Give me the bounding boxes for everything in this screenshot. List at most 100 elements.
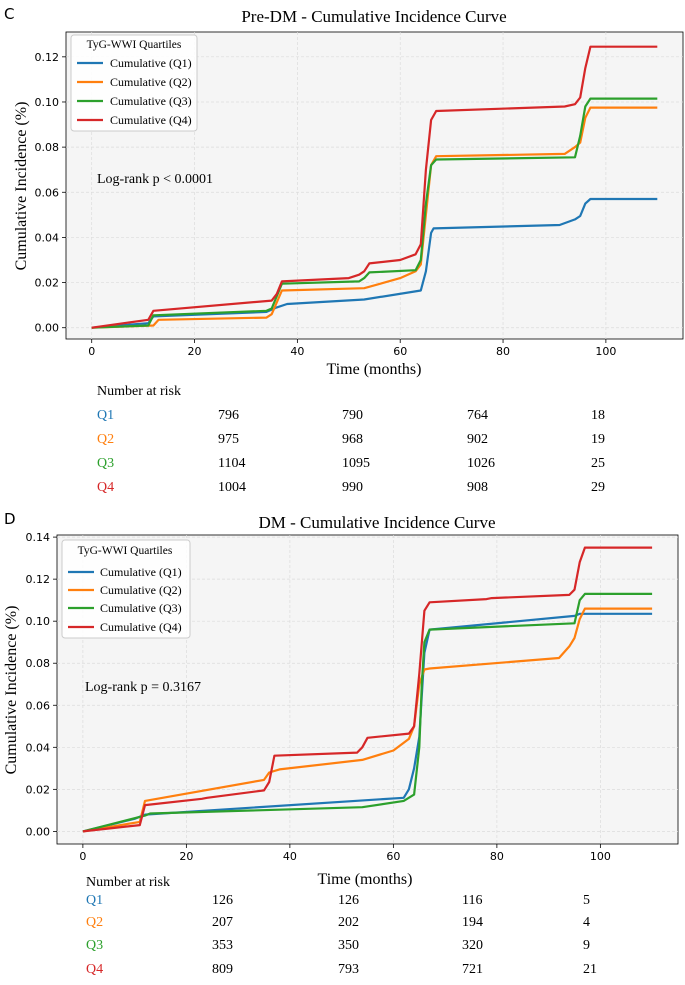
y-tick-label: 0.02 <box>26 783 51 796</box>
x-tick-label: 100 <box>595 345 616 358</box>
risk-cell-c-q3-3: 25 <box>591 456 605 471</box>
series-line-q3 <box>82 592 653 833</box>
risk-cell-d-q4-2: 721 <box>462 962 483 977</box>
y-tick-label: 0.12 <box>35 51 60 64</box>
x-tick-label: 100 <box>590 850 611 863</box>
risk-cell-c-q2-2: 902 <box>467 432 488 447</box>
risk-cell-d-q4-1: 793 <box>338 962 359 977</box>
logrank-annotation-d: Log-rank p = 0.3167 <box>85 680 201 695</box>
risk-cell-c-q3-0: 1104 <box>218 456 245 471</box>
y-tick-label: 0.00 <box>26 825 51 838</box>
risk-cell-c-q4-2: 908 <box>467 480 488 495</box>
risk-cell-c-q4-3: 29 <box>591 480 605 495</box>
risk-row-label-q3-d: Q3 <box>86 938 103 953</box>
legend-label-q4-c: Cumulative (Q4) <box>110 113 192 127</box>
risk-cell-d-q3-3: 9 <box>583 938 590 953</box>
legend-label-q3-d: Cumulative (Q3) <box>100 601 182 615</box>
risk-cell-c-q4-0: 1004 <box>218 480 246 495</box>
risk-row-label-q1-d: Q1 <box>86 893 103 908</box>
panel-c: C Pre-DM - Cumulative Incidence Curve 0 2… <box>4 5 684 495</box>
y-tick-label: 0.08 <box>35 141 60 154</box>
risk-cell-c-q1-2: 764 <box>467 408 488 423</box>
legend-title-c: TyG-WWI Quartiles <box>87 39 182 51</box>
y-tick-label: 0.06 <box>35 186 60 199</box>
y-ticks-c: 0.00 0.02 0.04 0.06 0.08 0.10 0.12 <box>35 51 66 335</box>
y-tick-label: 0.04 <box>26 741 51 754</box>
risk-cell-d-q1-3: 5 <box>583 893 590 908</box>
legend-box-d <box>61 539 191 639</box>
legend-box-c <box>70 34 198 132</box>
risk-cell-d-q3-0: 353 <box>212 938 233 953</box>
x-tick-label: 80 <box>496 345 510 358</box>
y-tick-label: 0.06 <box>26 699 51 712</box>
x-tick-label: 0 <box>88 345 95 358</box>
legend-label-q2-d: Cumulative (Q2) <box>100 583 182 597</box>
risk-cell-d-q2-3: 4 <box>583 915 590 930</box>
risk-cell-d-q2-2: 194 <box>462 915 483 930</box>
x-tick-label: 40 <box>283 850 297 863</box>
legend-label-q1-c: Cumulative (Q1) <box>110 56 192 70</box>
panel-letter-c: C <box>4 5 14 23</box>
risk-row-label-q1-c: Q1 <box>97 408 114 423</box>
risk-cell-c-q2-1: 968 <box>342 432 363 447</box>
legend-label-q4-d: Cumulative (Q4) <box>100 620 182 634</box>
legend-label-q1-d: Cumulative (Q1) <box>100 565 182 579</box>
x-tick-label: 60 <box>386 850 400 863</box>
risk-cell-d-q4-0: 809 <box>212 962 233 977</box>
x-tick-label: 80 <box>490 850 504 863</box>
legend-d: TyG-WWI Quartiles Cumulative (Q1) Cumula… <box>61 539 191 639</box>
risk-cell-c-q2-0: 975 <box>218 432 239 447</box>
x-ticks-c: 0 20 40 60 80 100 <box>88 339 616 358</box>
x-ticks-d: 0 20 40 60 80 100 <box>79 844 611 863</box>
x-tick-label: 0 <box>79 850 86 863</box>
risk-cell-d-q3-1: 350 <box>338 938 359 953</box>
risk-row-label-q4-c: Q4 <box>97 480 114 495</box>
legend-label-q2-c: Cumulative (Q2) <box>110 75 192 89</box>
risk-cell-c-q3-2: 1026 <box>467 456 495 471</box>
y-axis-label-d: Cumulative Incidence (%) <box>3 606 20 775</box>
y-tick-label: 0.12 <box>26 573 51 586</box>
risk-table-c: Number at risk Q1 796 790 764 18 Q2 975 … <box>97 384 605 495</box>
x-axis-label-c: Time (months) <box>327 361 422 378</box>
x-tick-label: 40 <box>290 345 304 358</box>
y-tick-label: 0.14 <box>26 531 51 544</box>
risk-row-label-q4-d: Q4 <box>86 962 103 977</box>
x-tick-label: 20 <box>188 345 202 358</box>
risk-cell-d-q1-1: 126 <box>338 893 359 908</box>
series-line-q2 <box>91 106 658 329</box>
risk-cell-d-q3-2: 320 <box>462 938 483 953</box>
risk-row-label-q2-d: Q2 <box>86 915 103 930</box>
risk-row-label-q2-c: Q2 <box>97 432 114 447</box>
y-axis-label-c: Cumulative Incidence (%) <box>13 102 30 271</box>
risk-cell-c-q1-3: 18 <box>591 408 605 423</box>
series-lines-d <box>82 546 653 833</box>
legend-label-q3-c: Cumulative (Q3) <box>110 94 192 108</box>
chart-title-d: DM - Cumulative Incidence Curve <box>259 513 496 532</box>
risk-cell-d-q1-0: 126 <box>212 893 233 908</box>
logrank-annotation-c: Log-rank p < 0.0001 <box>97 172 213 187</box>
risk-cell-c-q1-1: 790 <box>342 408 363 423</box>
risk-cell-d-q2-1: 202 <box>338 915 359 930</box>
series-line-q3 <box>91 97 658 329</box>
x-tick-label: 20 <box>179 850 193 863</box>
legend-title-d: TyG-WWI Quartiles <box>78 545 173 557</box>
risk-cell-c-q4-1: 990 <box>342 480 363 495</box>
y-tick-label: 0.08 <box>26 657 51 670</box>
risk-cell-c-q3-1: 1095 <box>342 456 370 471</box>
panel-letter-d: D <box>4 510 16 528</box>
panel-d: D DM - Cumulative Incidence Curve 0 20 40 6… <box>3 510 679 977</box>
chart-title-c: Pre-DM - Cumulative Incidence Curve <box>241 7 506 26</box>
risk-cell-c-q2-3: 19 <box>591 432 605 447</box>
y-tick-label: 0.10 <box>26 615 51 628</box>
series-lines-c <box>91 45 658 329</box>
y-tick-label: 0.04 <box>35 231 60 244</box>
risk-cell-d-q1-2: 116 <box>462 893 482 908</box>
risk-row-label-q3-c: Q3 <box>97 456 114 471</box>
x-tick-label: 60 <box>393 345 407 358</box>
risk-cell-c-q1-0: 796 <box>218 408 239 423</box>
y-tick-label: 0.10 <box>35 96 60 109</box>
series-line-q4 <box>91 45 658 329</box>
series-line-q4 <box>82 546 653 833</box>
legend-c: TyG-WWI Quartiles Cumulative (Q1) Cumula… <box>70 34 198 132</box>
